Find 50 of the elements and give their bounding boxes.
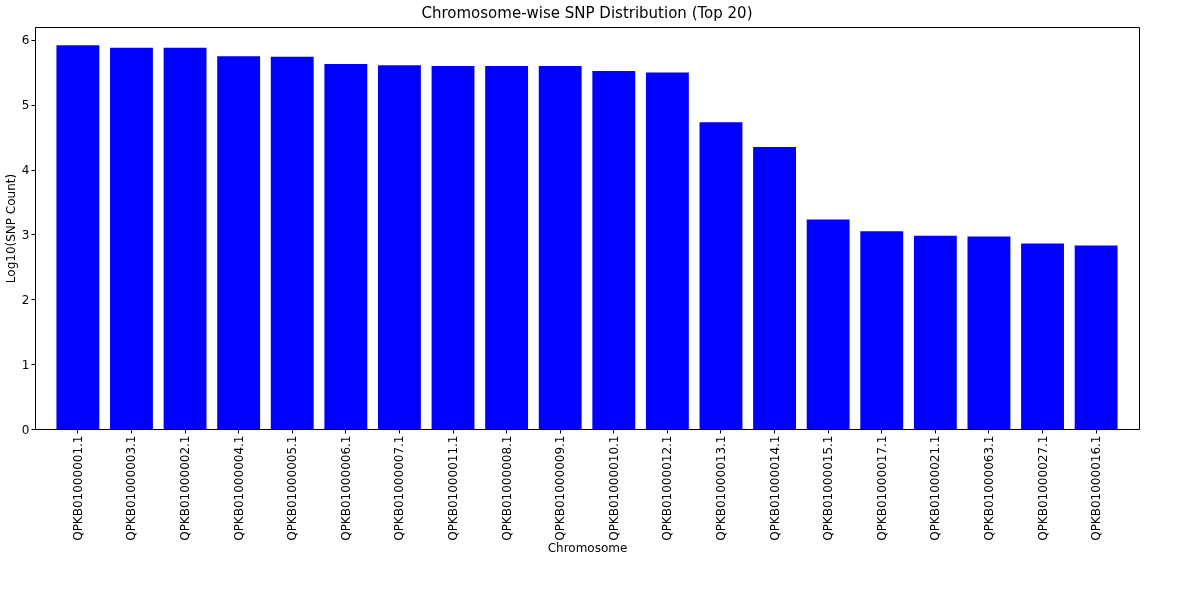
x-tick-label: QPKB01000027.1 <box>1035 435 1050 541</box>
bar <box>967 236 1011 429</box>
bar <box>56 45 100 429</box>
x-tick-label: QPKB01000007.1 <box>392 435 407 541</box>
y-tick-label: 6 <box>21 33 30 48</box>
bar <box>270 56 314 429</box>
y-tick-label: 4 <box>21 163 30 178</box>
x-tick-label: QPKB01000013.1 <box>713 435 728 541</box>
x-axis-title: Chromosome <box>547 540 628 555</box>
x-tick-label: QPKB01000010.1 <box>606 435 621 541</box>
x-tick-label: QPKB01000004.1 <box>231 435 246 541</box>
y-tick-label: 5 <box>21 98 30 113</box>
bar <box>1021 243 1064 429</box>
bar <box>592 71 636 429</box>
bar <box>485 65 529 429</box>
x-tick-label: QPKB01000016.1 <box>1089 435 1104 541</box>
bar <box>324 63 368 429</box>
bar <box>163 47 207 429</box>
bar <box>110 47 153 429</box>
bar <box>806 219 850 429</box>
bar <box>913 235 957 429</box>
bar <box>860 231 904 429</box>
y-tick-label: 2 <box>21 292 30 307</box>
x-tick-label: QPKB01000002.1 <box>178 435 193 541</box>
x-tick-label: QPKB01000063.1 <box>981 435 996 541</box>
y-tick-label: 1 <box>21 357 30 372</box>
bar <box>753 146 797 429</box>
x-tick-label: QPKB01000006.1 <box>338 435 353 541</box>
x-tick-label: QPKB01000001.1 <box>70 435 85 541</box>
bar <box>1074 245 1118 429</box>
x-tick-label: QPKB01000003.1 <box>124 435 139 541</box>
x-tick-label: QPKB01000017.1 <box>874 435 889 541</box>
x-tick-label: QPKB01000015.1 <box>821 435 836 541</box>
x-tick-label: QPKB01000014.1 <box>767 435 782 541</box>
bar <box>645 72 689 429</box>
x-tick-label: QPKB01000009.1 <box>553 435 568 541</box>
bar <box>699 122 743 429</box>
bar <box>217 56 261 429</box>
y-axis-title: Log10(SNP Count) <box>3 173 18 284</box>
x-tick-label: QPKB01000021.1 <box>928 435 943 541</box>
x-tick-label: QPKB01000008.1 <box>499 435 514 541</box>
y-tick-label: 3 <box>21 227 30 242</box>
x-tick-label: QPKB01000012.1 <box>660 435 675 541</box>
bar <box>538 65 582 429</box>
x-tick-label: QPKB01000005.1 <box>285 435 300 541</box>
bar <box>377 65 421 429</box>
y-tick-label: 0 <box>21 422 30 437</box>
chart-title: Chromosome-wise SNP Distribution (Top 20) <box>421 4 753 22</box>
x-tick-label: QPKB01000011.1 <box>446 435 461 541</box>
bar <box>431 65 475 429</box>
